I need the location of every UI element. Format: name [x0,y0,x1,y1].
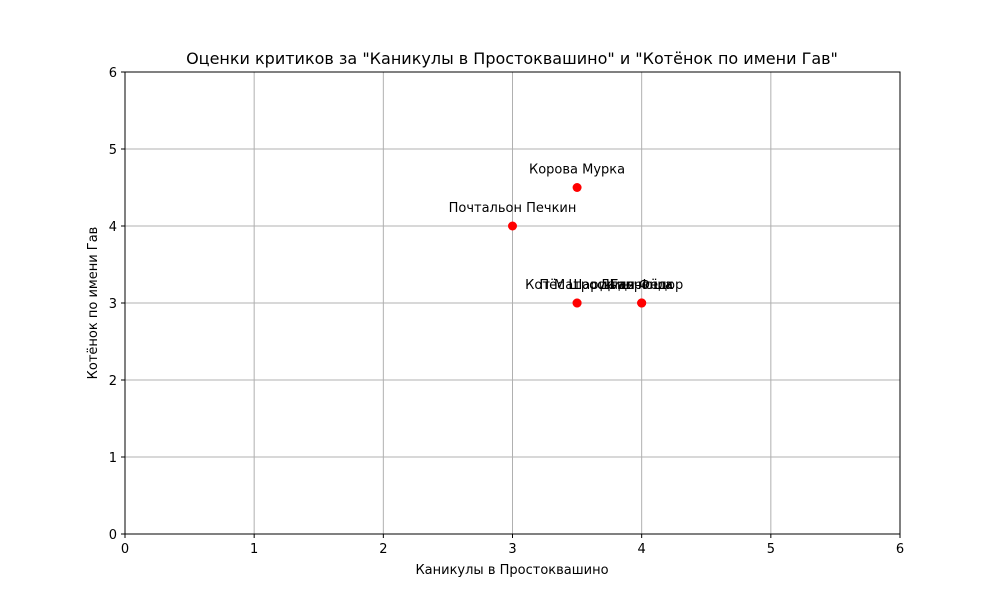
y-tick-label: 3 [109,297,117,312]
x-tick-label: 4 [638,542,646,557]
y-axis-label: Котёнок по имени Гав [86,227,101,380]
point-label: Дядя Фёдор [600,278,683,293]
point-label: Гаврюша [610,278,673,293]
y-tick-label: 6 [109,66,117,81]
data-point [572,183,582,192]
x-tick-label: 2 [379,542,387,557]
data-points [508,183,647,308]
data-point [572,298,582,308]
point-labels: Корова Мурка Почтальон Печкин Кот Матроски… [449,163,684,294]
point-label: Почтальон Печкин [449,201,577,216]
data-point [637,298,647,308]
x-tick-label: 6 [896,542,904,557]
x-axis-label: Каникулы в Простоквашино [415,563,608,578]
x-tick-label: 1 [250,542,258,557]
y-tick-label: 2 [109,374,117,389]
x-tick-label: 3 [508,542,516,557]
data-point [508,221,517,231]
point-label: Пёс Шарик [539,278,615,293]
y-tick-label: 0 [109,528,117,543]
plot-frame [124,71,901,535]
point-label: Кот Матроскин [525,278,629,293]
y-tick-label: 5 [109,143,117,158]
x-tick-label: 5 [767,542,775,557]
axis-ticks: 0 1 2 3 4 5 6 0 1 2 3 4 5 6 [109,66,904,557]
point-label: Корова Мурка [529,163,625,178]
grid [124,71,901,535]
y-tick-label: 1 [109,451,117,466]
chart-title: Оценки критиков за "Каникулы в Простоква… [186,49,838,68]
y-tick-label: 4 [109,220,117,235]
x-tick-label: 0 [121,542,129,557]
point-label: Галчонок [610,278,674,293]
